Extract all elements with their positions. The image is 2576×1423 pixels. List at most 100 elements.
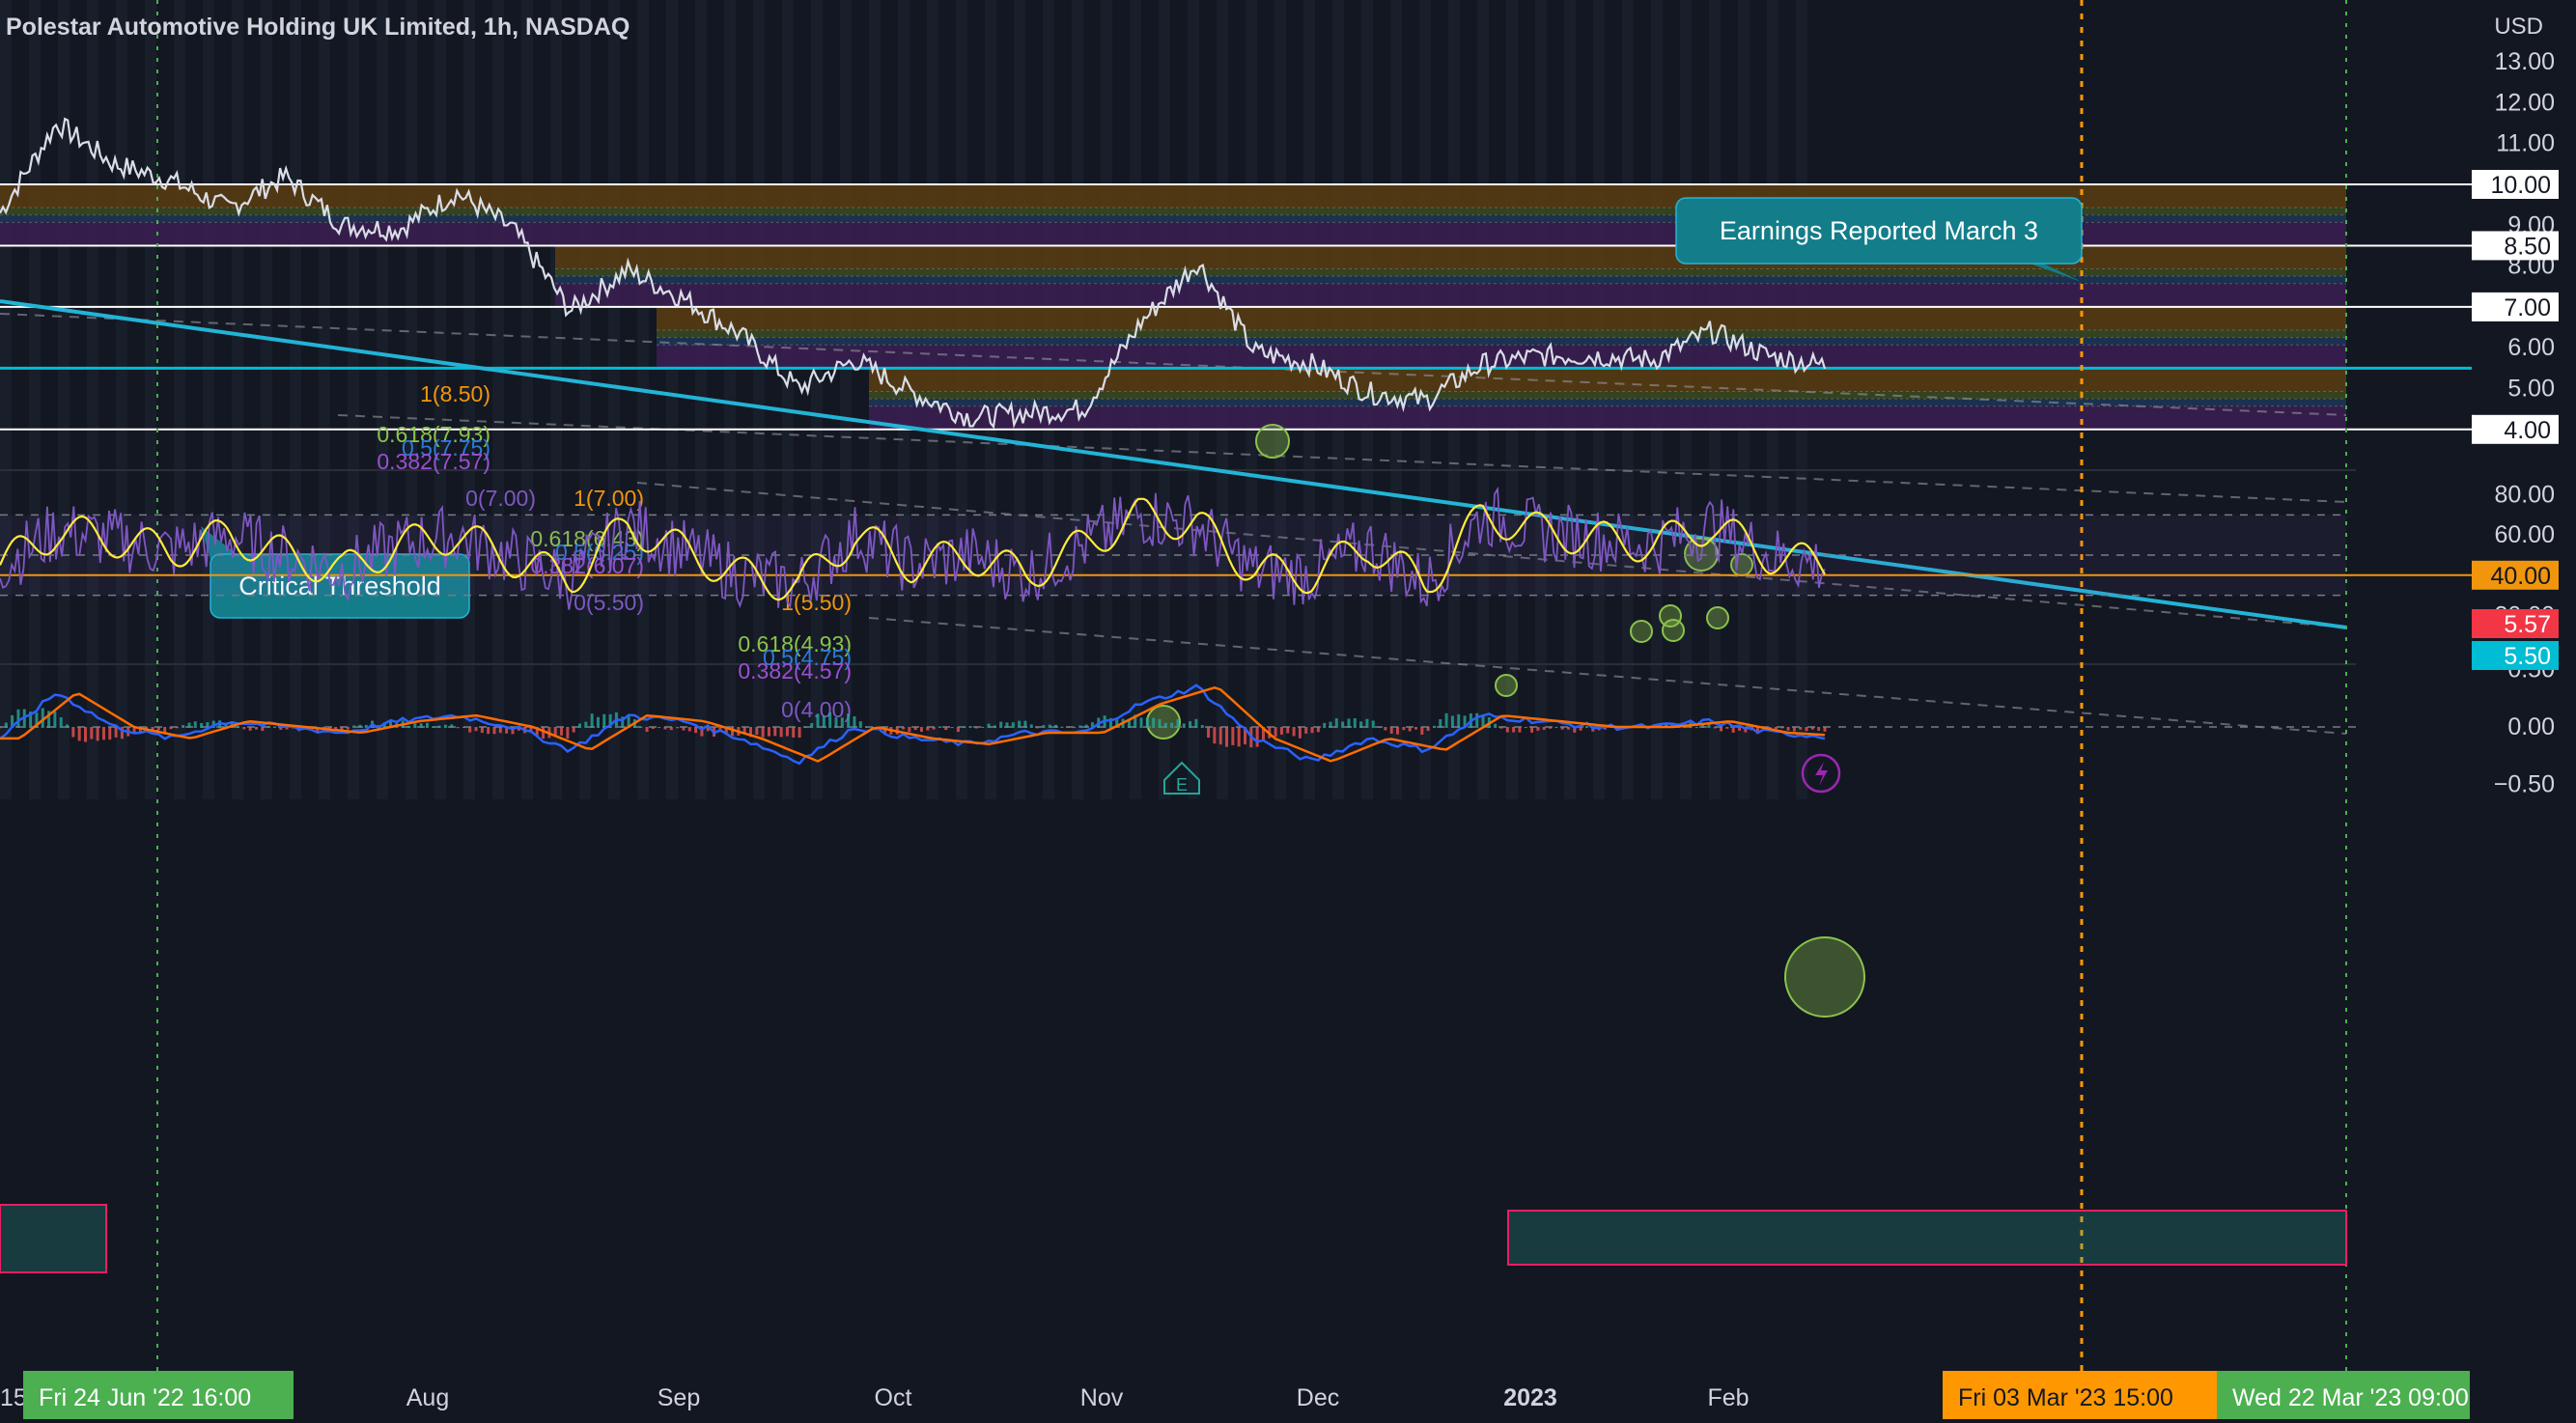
rsi-signal-line[interactable]	[0, 497, 1826, 601]
badge-text: 10.00	[2490, 172, 2551, 199]
price-level-badge[interactable]: 8.50	[2472, 231, 2559, 261]
fib-level-label: 0.618(4.93)	[738, 631, 852, 656]
time-axis-date-badge[interactable]: Fri 03 Mar '23 15:00	[1943, 1371, 2219, 1419]
lightning-icon	[1801, 753, 1841, 794]
price-level-badge[interactable]: 10.00	[2472, 170, 2559, 199]
macd-histogram-bar	[706, 727, 710, 732]
macd-histogram-bar	[639, 726, 643, 728]
pattern-marker-circle	[1630, 620, 1653, 643]
fib-zone-band	[869, 405, 2346, 430]
session-stripe	[550, 0, 562, 799]
macd-histogram-bar	[1475, 712, 1479, 728]
macd-histogram-bar	[279, 727, 283, 731]
dividend-marker[interactable]	[1801, 753, 1841, 794]
macd-histogram-bar	[90, 727, 94, 739]
macd-histogram-bar	[1237, 727, 1241, 747]
macd-histogram-bar	[169, 727, 173, 730]
price-level-badge[interactable]: 5.57	[2472, 609, 2559, 638]
rsi-marker-circle	[1784, 936, 1865, 1018]
fib-level-label: 0(5.50)	[574, 590, 644, 615]
session-stripe	[348, 0, 359, 799]
macd-histogram-bar	[590, 713, 594, 728]
chart-title: Polestar Automotive Holding UK Limited, …	[6, 14, 630, 41]
macd-histogram-bar	[1738, 727, 1742, 731]
price-level-badge[interactable]: 5.50	[2472, 641, 2559, 670]
macd-histogram-bar	[1463, 715, 1467, 728]
macd-histogram-bar	[1078, 725, 1082, 728]
descending-trendline[interactable]	[0, 299, 2347, 629]
badge-bg	[2472, 414, 2559, 444]
macd-histogram-bar	[926, 727, 930, 731]
macd-line[interactable]	[0, 684, 1826, 766]
session-stripe	[492, 0, 504, 799]
time-axis-date-badge[interactable]: Wed 22 Mar '23 09:00	[2217, 1371, 2470, 1419]
macd-histogram-bar	[1347, 718, 1351, 728]
time-axis-date-badge[interactable]: Fri 24 Jun '22 16:00	[23, 1371, 294, 1419]
badge-bg	[2472, 641, 2559, 670]
macd-histogram-bar	[572, 727, 575, 733]
macd-histogram-bar	[66, 724, 70, 728]
macd-histogram-bar	[1279, 727, 1283, 735]
badge-text: 5.50	[2504, 643, 2551, 670]
macd-histogram-bar	[1805, 727, 1808, 732]
badge-bg	[2472, 609, 2559, 638]
time-axis-label: 2023	[1503, 1384, 1557, 1411]
rsi-line[interactable]	[0, 486, 1826, 610]
macd-histogram-bar	[120, 727, 124, 739]
macd-histogram-bar	[602, 713, 606, 728]
macd-histogram-bar	[1115, 719, 1119, 728]
fib-level-label: 0.382(4.57)	[738, 658, 852, 684]
macd-histogram-bar	[242, 727, 246, 730]
macd-histogram-bar	[1512, 727, 1516, 733]
macd-histogram-bar	[1549, 727, 1553, 729]
macd-histogram-bar	[1450, 715, 1454, 728]
session-stripe	[579, 0, 591, 799]
price-series-line[interactable]	[0, 117, 1827, 430]
price-level-badge[interactable]: 7.00	[2472, 292, 2559, 321]
macd-histogram-bar	[938, 726, 941, 728]
session-stripe	[174, 0, 185, 799]
macd-histogram-bar	[682, 727, 686, 731]
badge-text: 7.00	[2504, 294, 2551, 321]
macd-histogram-bar	[1432, 725, 1436, 728]
earnings-marker[interactable]: E	[1163, 761, 1200, 795]
earnings-callout[interactable]: Earnings Reported March 3	[1675, 197, 2083, 282]
macd-highlight-box	[1507, 1210, 2347, 1266]
macd-histogram-bar	[41, 708, 44, 728]
fib-zone-band	[657, 345, 2346, 369]
macd-histogram-bar	[1286, 727, 1290, 734]
macd-histogram-bar	[340, 727, 344, 730]
macd-histogram-bar	[200, 722, 204, 728]
macd-histogram-bar	[1139, 717, 1143, 728]
macd-histogram-bar	[468, 727, 472, 733]
price-level-badge[interactable]: 40.00	[2472, 560, 2559, 590]
fib-zone-band	[0, 214, 2346, 223]
macd-histogram-bar	[1170, 722, 1174, 728]
macd-histogram-bar	[908, 727, 911, 733]
price-level-badge[interactable]: 4.00	[2472, 414, 2559, 444]
macd-histogram-bar	[1036, 727, 1040, 729]
macd-histogram-bar	[627, 714, 630, 728]
rsi-axis-tick: 60.00	[2494, 521, 2555, 548]
macd-signal-line[interactable]	[0, 685, 1826, 763]
macd-histogram-bar	[803, 726, 807, 728]
macd-histogram-bar	[785, 727, 789, 737]
macd-histogram-bar	[83, 727, 87, 742]
macd-histogram-bar	[621, 716, 625, 728]
session-stripe	[232, 0, 243, 799]
macd-histogram-bar	[902, 727, 906, 730]
macd-histogram-bar	[748, 727, 752, 738]
session-stripe	[406, 0, 417, 799]
macd-histogram-bar	[651, 727, 655, 729]
badge-bg	[2472, 292, 2559, 321]
pattern-marker-circle	[1662, 619, 1685, 642]
macd-histogram-bar	[816, 713, 820, 728]
macd-histogram-bar	[676, 727, 680, 729]
macd-histogram-bar	[22, 709, 26, 728]
session-stripe	[116, 0, 127, 799]
fib-level-label: 0.5(4.75)	[763, 645, 852, 670]
macd-histogram-bar	[432, 726, 435, 728]
macd-histogram-bar	[1384, 727, 1387, 731]
macd-histogram-bar	[505, 727, 509, 734]
